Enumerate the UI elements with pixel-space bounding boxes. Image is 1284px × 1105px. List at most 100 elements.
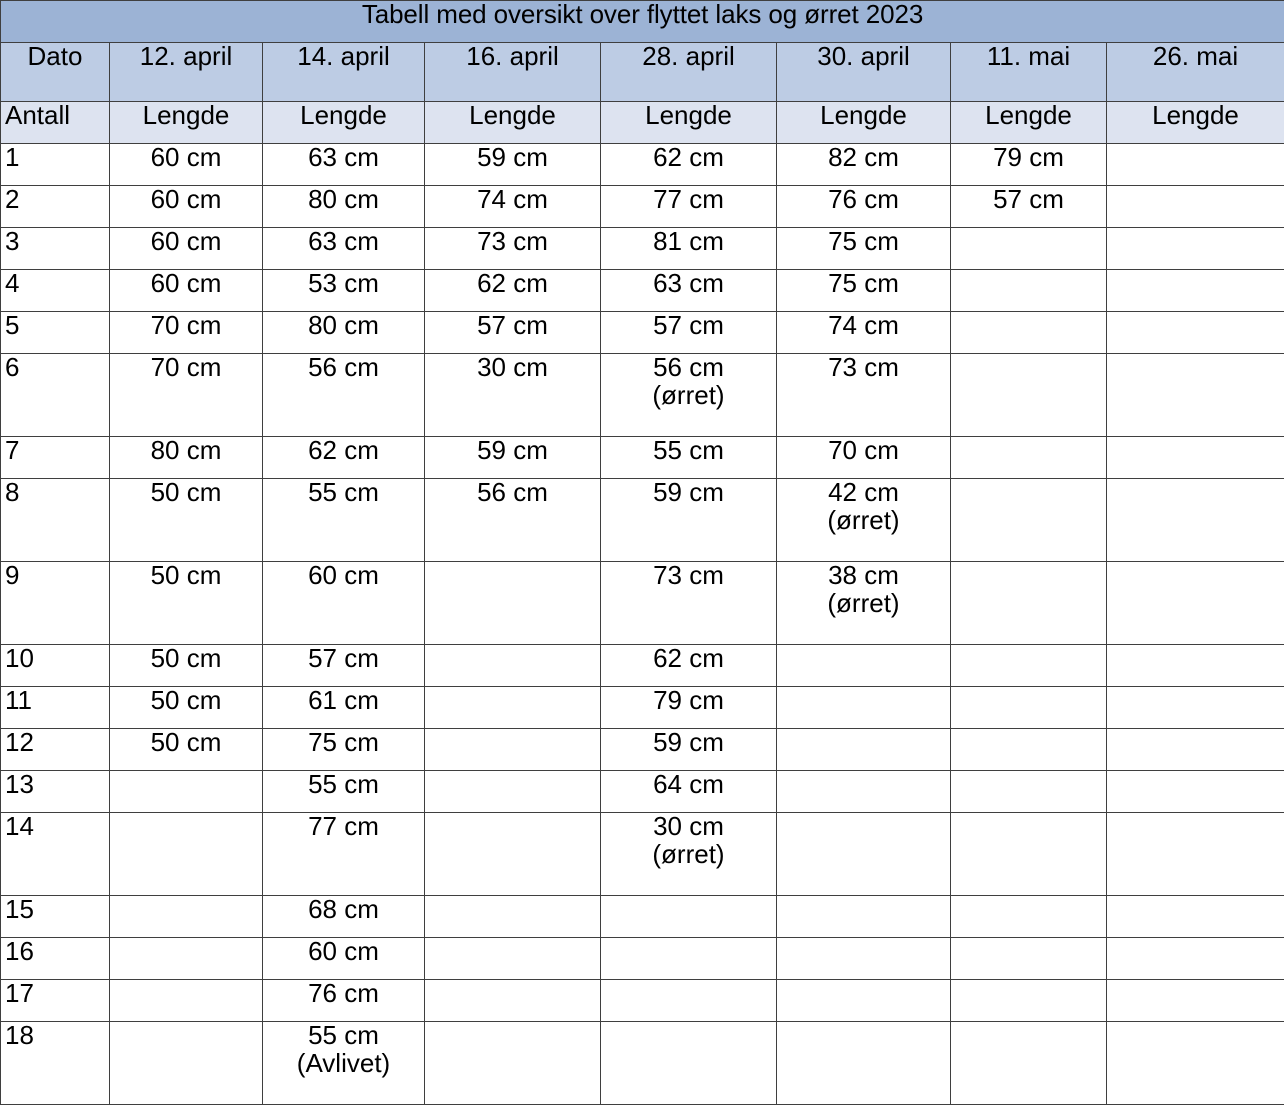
length-cell: 57 cm [601, 312, 777, 354]
species-note: (Avlivet) [267, 1050, 420, 1076]
row-index-cell: 3 [1, 228, 110, 270]
column-header-4: 28. april [601, 43, 777, 102]
length-cell [951, 562, 1107, 645]
length-cell: 77 cm [263, 813, 425, 896]
length-value: 76 cm [828, 184, 899, 214]
length-value: 75 cm [828, 226, 899, 256]
length-cell: 62 cm [263, 437, 425, 479]
length-value: 59 cm [653, 727, 724, 757]
row-index-cell: 9 [1, 562, 110, 645]
length-value: 55 cm [308, 769, 379, 799]
length-cell [777, 771, 951, 813]
length-value: 73 cm [477, 226, 548, 256]
length-cell: 81 cm [601, 228, 777, 270]
length-cell [1107, 1022, 1284, 1105]
row-index-cell: 11 [1, 687, 110, 729]
length-cell: 79 cm [601, 687, 777, 729]
length-cell: 64 cm [601, 771, 777, 813]
column-header-7: 26. mai [1107, 43, 1284, 102]
row-index-cell: 1 [1, 144, 110, 186]
length-cell [951, 729, 1107, 771]
length-cell: 73 cm [777, 354, 951, 437]
row-index-cell: 7 [1, 437, 110, 479]
length-value: 62 cm [477, 268, 548, 298]
species-note: (ørret) [605, 382, 772, 408]
length-cell [425, 562, 601, 645]
length-cell: 59 cm [601, 479, 777, 562]
length-cell [110, 1022, 263, 1105]
length-cell: 70 cm [110, 312, 263, 354]
row-index-cell: 16 [1, 938, 110, 980]
length-cell: 60 cm [263, 938, 425, 980]
species-note: (ørret) [781, 507, 946, 533]
length-cell [425, 980, 601, 1022]
length-cell: 61 cm [263, 687, 425, 729]
length-cell [777, 645, 951, 687]
length-cell: 80 cm [263, 186, 425, 228]
length-value: 76 cm [308, 978, 379, 1008]
length-cell [951, 687, 1107, 729]
length-cell: 70 cm [777, 437, 951, 479]
length-value: 64 cm [653, 769, 724, 799]
length-value: 70 cm [151, 310, 222, 340]
length-cell: 38 cm(ørret) [777, 562, 951, 645]
length-cell: 74 cm [777, 312, 951, 354]
length-cell [951, 896, 1107, 938]
length-value: 50 cm [151, 685, 222, 715]
row-index-cell: 10 [1, 645, 110, 687]
length-cell: 56 cm [263, 354, 425, 437]
row-index-cell: 12 [1, 729, 110, 771]
length-cell [951, 437, 1107, 479]
length-value: 60 cm [151, 184, 222, 214]
length-cell [1107, 813, 1284, 896]
length-cell: 79 cm [951, 144, 1107, 186]
length-cell [1107, 479, 1284, 562]
length-value: 50 cm [151, 727, 222, 757]
length-cell [777, 687, 951, 729]
length-cell [1107, 312, 1284, 354]
length-cell [777, 1022, 951, 1105]
species-note: (ørret) [605, 841, 772, 867]
length-value: 81 cm [653, 226, 724, 256]
length-value: 55 cm [653, 435, 724, 465]
length-cell: 76 cm [263, 980, 425, 1022]
length-cell [951, 771, 1107, 813]
length-value: 50 cm [151, 643, 222, 673]
length-value: 56 cm [477, 477, 548, 507]
length-cell: 50 cm [110, 729, 263, 771]
length-cell [1107, 729, 1284, 771]
length-value: 50 cm [151, 560, 222, 590]
subcolumn-header-2: Lengde [263, 102, 425, 144]
length-value: 30 cm [477, 352, 548, 382]
subcolumn-header-5: Lengde [777, 102, 951, 144]
length-value: 70 cm [828, 435, 899, 465]
length-cell: 63 cm [601, 270, 777, 312]
table-header: Tabell med oversikt over flyttet laks og… [1, 1, 1284, 144]
length-cell: 30 cm [425, 354, 601, 437]
length-cell: 73 cm [425, 228, 601, 270]
length-value: 79 cm [653, 685, 724, 715]
length-cell: 82 cm [777, 144, 951, 186]
length-cell [601, 896, 777, 938]
row-index-cell: 8 [1, 479, 110, 562]
length-cell [601, 1022, 777, 1105]
table-row: 11 50 cm 61 cm 79 cm [1, 687, 1284, 729]
length-cell [951, 312, 1107, 354]
row-index-cell: 14 [1, 813, 110, 896]
length-cell [425, 1022, 601, 1105]
length-cell: 55 cm(Avlivet) [263, 1022, 425, 1105]
length-cell: 60 cm [110, 270, 263, 312]
length-cell: 63 cm [263, 228, 425, 270]
length-value: 79 cm [993, 142, 1064, 172]
length-cell [601, 980, 777, 1022]
length-value: 80 cm [308, 184, 379, 214]
length-cell [425, 687, 601, 729]
length-value: 60 cm [308, 936, 379, 966]
